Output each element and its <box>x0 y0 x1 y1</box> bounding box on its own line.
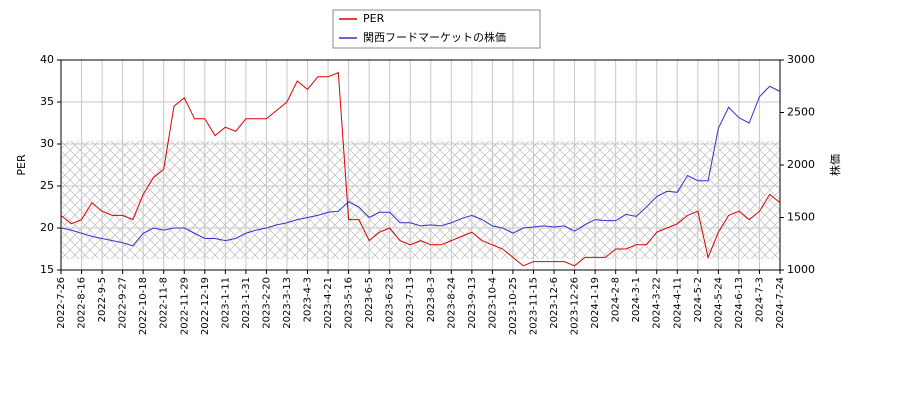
y2-tick-label: 3000 <box>787 53 815 66</box>
series-line <box>60 71 781 267</box>
x-tick-label: 2024-3-1 <box>631 277 642 322</box>
x-tick-label: 2023-10-4 <box>487 277 498 329</box>
x-tick-label: 2022-11-29 <box>179 277 190 335</box>
x-tick-label: 2024-5-24 <box>713 277 724 329</box>
x-tick-label: 2022-11-8 <box>159 277 170 329</box>
legend: PER 関西フードマーケットの株価 <box>332 9 541 49</box>
series-line <box>60 85 781 247</box>
x-tick-label: 2024-4-11 <box>672 277 683 329</box>
x-tick-label: 2023-3-13 <box>282 277 293 329</box>
y2-tick-label: 2500 <box>787 106 815 119</box>
x-tick-label: 2022-9-5 <box>97 277 108 322</box>
x-tick-label: 2023-4-21 <box>323 277 334 329</box>
x-tick-label: 2024-5-2 <box>693 277 704 322</box>
x-tick-label: 2024-7-24 <box>775 277 786 329</box>
x-tick-label: 2023-1-11 <box>220 277 231 329</box>
y2-axis-label: 株価 <box>828 154 842 176</box>
y-tick-label: 35 <box>40 95 54 108</box>
legend-label: 関西フードマーケットの株価 <box>363 30 506 44</box>
legend-label: PER <box>363 12 385 25</box>
x-tick-label: 2023-2-20 <box>261 277 272 329</box>
x-tick-label: 2022-8-16 <box>77 277 88 329</box>
hatched-band <box>61 141 780 259</box>
y-tick-label: 15 <box>40 263 54 276</box>
x-tick-label: 2023-11-15 <box>528 277 539 335</box>
x-tick-label: 2022-10-18 <box>138 277 149 335</box>
y2-tick-label: 1000 <box>787 263 815 276</box>
x-tick-label: 2023-6-5 <box>364 277 375 322</box>
x-tick-label: 2023-6-23 <box>385 277 396 329</box>
y-axis-label: PER <box>15 154 28 176</box>
x-tick-label: 2024-1-19 <box>590 277 601 329</box>
x-tick-label: 2024-6-13 <box>734 277 745 329</box>
plot-frame <box>60 59 781 271</box>
y2-tick-label: 1500 <box>787 211 815 224</box>
legend-box <box>332 9 541 49</box>
x-tick-label: 2022-9-27 <box>118 277 129 329</box>
x-tick-label: 2023-4-3 <box>303 277 314 322</box>
y2-tick-label: 2000 <box>787 158 815 171</box>
x-tick-label: 2023-7-13 <box>405 277 416 329</box>
x-tick-label: 2024-2-8 <box>611 277 622 322</box>
x-tick-label: 2023-1-31 <box>241 277 252 329</box>
x-tick-label: 2023-8-24 <box>446 277 457 329</box>
y-tick-label: 25 <box>40 179 54 192</box>
x-tick-label: 2023-10-25 <box>508 277 519 335</box>
x-tick-label: 2023-12-6 <box>549 277 560 329</box>
x-tick-label: 2024-7-3 <box>754 277 765 322</box>
y-tick-label: 20 <box>40 221 54 234</box>
x-tick-label: 2023-8-3 <box>426 277 437 322</box>
y-tick-label: 30 <box>40 137 54 150</box>
x-tick-label: 2022-7-26 <box>56 277 67 329</box>
x-tick-label: 2022-12-19 <box>200 277 211 335</box>
y-tick-label: 40 <box>40 53 54 66</box>
x-tick-label: 2023-12-26 <box>570 277 581 335</box>
x-tick-label: 2024-3-22 <box>652 277 663 329</box>
x-tick-label: 2023-9-13 <box>467 277 478 329</box>
x-tick-label: 2023-5-16 <box>344 277 355 329</box>
